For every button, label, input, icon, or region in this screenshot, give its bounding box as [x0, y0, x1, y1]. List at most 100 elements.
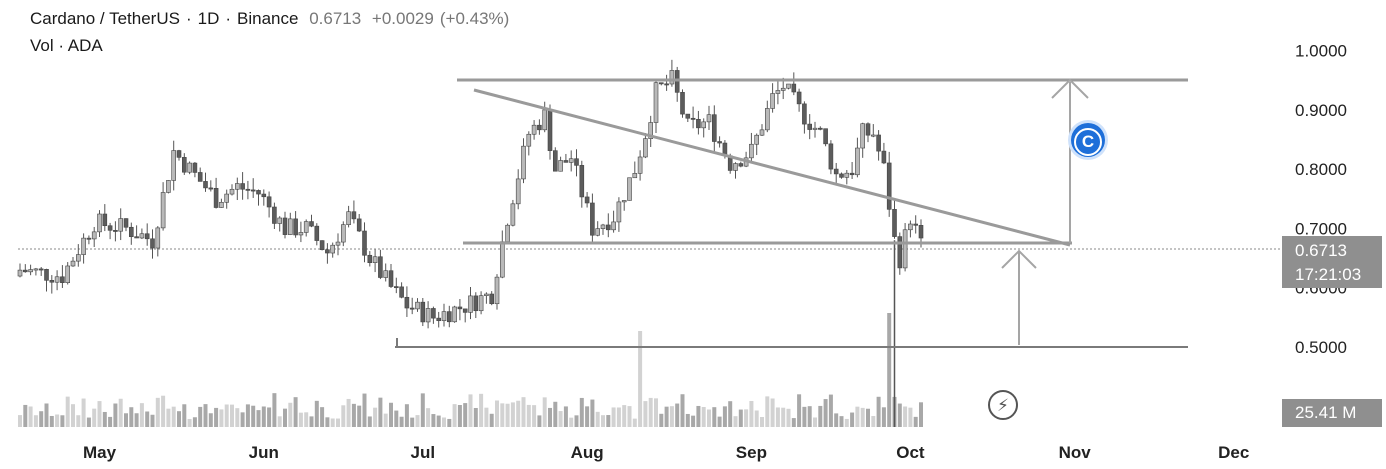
- candle-body: [669, 70, 675, 85]
- volume-bar: [39, 411, 44, 427]
- volume-bar: [595, 411, 600, 427]
- candle-body: [457, 306, 463, 310]
- volume-bar: [722, 406, 727, 427]
- volume-bar: [871, 416, 876, 427]
- candle-body: [531, 124, 537, 135]
- volume-bar: [516, 400, 521, 427]
- volume-bar: [367, 416, 372, 427]
- volume-bar: [563, 406, 568, 427]
- descending-trendline[interactable]: [473, 88, 1071, 247]
- candles: [17, 59, 924, 427]
- volume-bar: [240, 412, 245, 427]
- volume-bar: [881, 407, 886, 427]
- candle-body: [420, 301, 426, 323]
- volume-bar: [431, 414, 436, 427]
- volume-bar: [18, 415, 22, 427]
- candle-body: [643, 138, 648, 158]
- candle-body: [653, 82, 659, 123]
- volume-bar: [410, 417, 415, 427]
- candle-body: [807, 123, 813, 130]
- candle-body: [144, 233, 150, 240]
- lightning-icon[interactable]: ⚡: [988, 390, 1018, 420]
- candle-body: [187, 162, 192, 173]
- volume-bar: [754, 410, 759, 427]
- volume-bar: [913, 416, 918, 427]
- candle-body: [171, 150, 176, 181]
- volume-bar: [717, 416, 722, 427]
- candle-body: [250, 189, 256, 192]
- volume-bar: [574, 415, 579, 427]
- volume-bar: [839, 416, 844, 427]
- volume-bar: [738, 409, 743, 427]
- volume-bar: [224, 404, 229, 427]
- price-axis[interactable]: 0.50000.60000.70000.80000.90001.00001.10…: [1295, 0, 1347, 357]
- month-label: Aug: [571, 443, 604, 462]
- price-change: +0.0029: [371, 9, 434, 28]
- candle-body: [913, 223, 919, 226]
- candle-body: [97, 213, 102, 233]
- volume-bar: [102, 411, 107, 427]
- candle-body: [245, 188, 251, 191]
- month-label: Jun: [249, 443, 279, 462]
- month-label: Sep: [736, 443, 767, 462]
- chart-header: Cardano / TetherUS · 1D · Binance 0.6713 +0.…: [30, 8, 515, 57]
- candle-body: [203, 181, 208, 189]
- candle-body: [738, 163, 744, 167]
- volume-bar: [245, 404, 250, 427]
- volume-bar: [49, 415, 54, 427]
- candle-body: [60, 276, 65, 283]
- volume-bar: [701, 406, 706, 427]
- candle-body: [802, 103, 807, 125]
- candle-body: [17, 269, 23, 277]
- volume-bar: [272, 393, 277, 427]
- volume-bar: [447, 418, 452, 427]
- candle-body: [749, 143, 754, 159]
- candle-body: [266, 196, 272, 208]
- volume-bar: [691, 415, 696, 427]
- volume-bar: [60, 415, 65, 427]
- candle-body: [319, 240, 325, 251]
- volume-bar: [182, 404, 187, 427]
- candle-body: [484, 293, 489, 296]
- candle-body: [627, 177, 632, 201]
- candle-body: [632, 173, 638, 179]
- candle-body: [711, 114, 717, 142]
- volume-bar: [134, 413, 139, 427]
- volume-legend[interactable]: Vol · ADA: [30, 36, 103, 55]
- volume-bar: [797, 394, 802, 427]
- volume-bar: [844, 418, 849, 427]
- volume-bar: [171, 406, 176, 427]
- volume-bar: [473, 407, 478, 427]
- exchange[interactable]: Binance: [237, 9, 299, 28]
- candle-body: [648, 122, 654, 139]
- candle-body: [446, 311, 452, 323]
- candle-body: [351, 211, 357, 220]
- volume-bar: [606, 415, 611, 427]
- time-axis[interactable]: May Jun Jul Aug Sep Oct Nov Dec: [83, 443, 1249, 462]
- symbol-name[interactable]: Cardano / TetherUS: [30, 9, 180, 28]
- candle-body: [346, 211, 351, 225]
- candle-body: [690, 117, 696, 120]
- volume-bar: [23, 404, 28, 427]
- volume-bar: [150, 414, 155, 427]
- candle-body: [415, 301, 420, 310]
- volume-bar: [208, 413, 213, 427]
- candle-body: [22, 269, 28, 273]
- volume-bar: [654, 398, 658, 427]
- price-tick-label: 0.8000: [1295, 160, 1347, 179]
- interval[interactable]: 1D: [197, 9, 220, 28]
- candle-body: [150, 238, 155, 249]
- volume-bar: [298, 412, 303, 427]
- volume-bar: [775, 407, 780, 427]
- volume-bar: [510, 402, 515, 427]
- volume-bar: [113, 403, 118, 427]
- drawings[interactable]: [395, 78, 1188, 348]
- candle-body: [356, 218, 362, 232]
- candle-body: [849, 172, 855, 176]
- last-price-value: 0.6713: [309, 9, 362, 28]
- volume-bar: [908, 407, 913, 427]
- volume-bar: [669, 406, 674, 427]
- volume-bar: [781, 407, 786, 427]
- candle-body: [897, 236, 903, 269]
